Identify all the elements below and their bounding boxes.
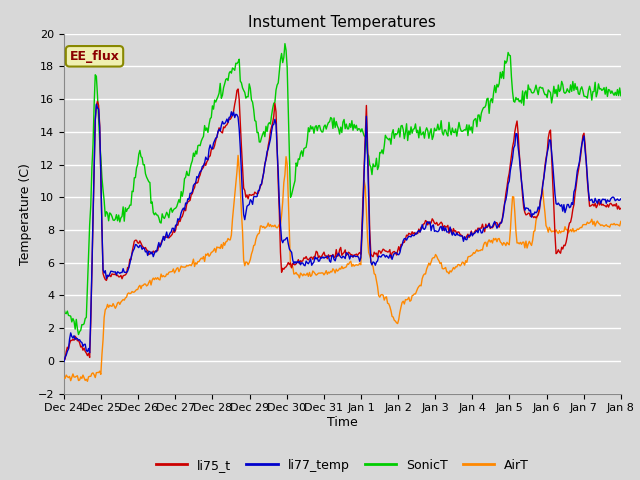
Text: EE_flux: EE_flux (70, 50, 120, 63)
Legend: li75_t, li77_temp, SonicT, AirT: li75_t, li77_temp, SonicT, AirT (151, 454, 534, 477)
Y-axis label: Temperature (C): Temperature (C) (19, 163, 32, 264)
X-axis label: Time: Time (327, 416, 358, 429)
Title: Instument Temperatures: Instument Temperatures (248, 15, 436, 30)
